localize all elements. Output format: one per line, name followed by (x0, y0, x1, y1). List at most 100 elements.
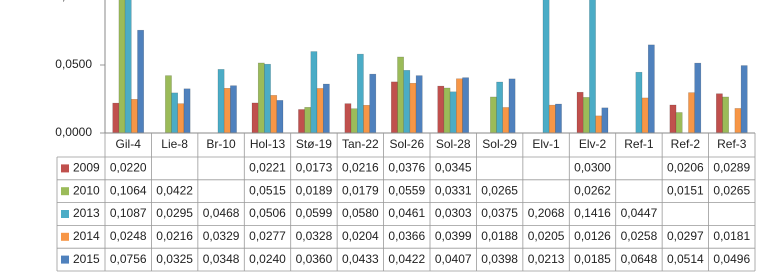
bar (298, 109, 305, 134)
table-cell: 0,0559 (388, 183, 425, 197)
x-tick-label: Tan-22 (342, 137, 379, 151)
table-cell: 0,0422 (156, 183, 193, 197)
bar (310, 51, 318, 134)
x-tick-label: Br-10 (206, 137, 236, 151)
table-cell: 0,2068 (528, 206, 565, 220)
bar (641, 97, 649, 134)
bar (316, 88, 324, 134)
bar (415, 75, 423, 134)
x-tick-label: Elv-2 (579, 137, 607, 151)
table-cell: 0,0376 (388, 161, 425, 175)
y-tick-label: 0,0000 (55, 125, 92, 139)
bar (437, 85, 445, 134)
table-cell: 0,0289 (713, 161, 750, 175)
bar (118, 0, 126, 134)
bar (675, 112, 683, 134)
table-cell: 0,0506 (249, 206, 286, 220)
bar (548, 104, 556, 134)
table-cell: 0,1087 (110, 206, 147, 220)
table-cell: 0,0179 (342, 183, 379, 197)
table-cell: 0,0262 (574, 183, 611, 197)
table-cell: 0,0297 (667, 229, 704, 243)
table-cell: 0,0348 (203, 252, 240, 266)
table-cell: 0,0265 (481, 183, 518, 197)
bar (601, 107, 609, 134)
bar (635, 71, 643, 134)
x-tick-label: Sol-28 (436, 137, 471, 151)
legend-label: 2013 (73, 206, 100, 220)
x-tick-label: Hol-13 (250, 137, 286, 151)
bar (257, 62, 265, 134)
legend-swatch (61, 164, 69, 173)
table-cell: 0,0248 (110, 229, 147, 243)
bar (490, 96, 497, 134)
bar (397, 56, 404, 134)
bar (363, 105, 370, 134)
table-cell: 0,0240 (249, 252, 286, 266)
bar (582, 97, 590, 134)
bar (716, 93, 723, 134)
table-cell: 0,0126 (574, 229, 611, 243)
bar (595, 115, 603, 134)
bar (357, 53, 364, 134)
legend-swatch (61, 210, 69, 218)
table-cell: 0,0331 (435, 183, 472, 197)
x-tick-label: Gil-4 (116, 137, 142, 151)
table-cell: 0,0303 (435, 206, 472, 220)
table-cell: 0,1064 (110, 183, 147, 197)
bar (740, 65, 748, 134)
bar (555, 103, 562, 134)
table-cell: 0,0204 (342, 229, 379, 243)
y-tick-label: 0,0500 (55, 57, 92, 71)
table-cell: 0,0329 (203, 229, 240, 243)
table-cell: 0,0399 (435, 229, 472, 243)
x-tick-label: Sol-29 (482, 137, 517, 151)
bar (304, 107, 312, 134)
table-cell: 0,0422 (388, 252, 425, 266)
bar (462, 77, 469, 134)
table-cell: 0,0206 (667, 161, 704, 175)
table-cell: 0,0580 (342, 206, 379, 220)
table-cell: 0,0220 (110, 161, 147, 175)
bar (369, 73, 377, 134)
table-cell: 0,0325 (156, 252, 193, 266)
legend-swatch (61, 232, 69, 241)
table-cell: 0,0151 (667, 183, 704, 197)
table-cell: 0,0188 (481, 229, 518, 243)
bar (270, 95, 278, 134)
bar (443, 87, 451, 134)
table-cell: 0,0185 (574, 252, 611, 266)
bar (217, 69, 225, 134)
bar (647, 44, 655, 134)
bar (456, 78, 463, 134)
bar (124, 0, 132, 134)
bar (223, 88, 231, 134)
table-cell: 0,0447 (621, 206, 658, 220)
table-cell: 0,0277 (249, 229, 286, 243)
table-cell: 0,0221 (249, 161, 286, 175)
table-cell: 0,0360 (296, 252, 333, 266)
table-cell: 0,0648 (621, 252, 658, 266)
bar (344, 103, 352, 134)
table-cell: 0,0461 (388, 206, 425, 220)
table-cell: 0,0300 (574, 161, 611, 175)
x-tick-label: Stø-19 (296, 137, 332, 151)
x-tick-label: Sol-26 (389, 137, 424, 151)
legend-swatch (61, 255, 69, 264)
table-cell: 0,0514 (667, 252, 704, 266)
bar (230, 85, 237, 134)
bar (542, 0, 550, 134)
x-tick-label: Lie-8 (161, 137, 188, 151)
bar (183, 88, 191, 134)
bar (131, 99, 138, 134)
table-cell: 0,0205 (528, 229, 565, 243)
legend-label: 2010 (73, 183, 100, 197)
bar (722, 96, 729, 134)
table-cell: 0,0599 (296, 206, 333, 220)
table-cell: 0,0216 (342, 161, 379, 175)
bar (251, 102, 259, 134)
legend-label: 2015 (73, 252, 100, 266)
table-cell: 0,0398 (481, 252, 518, 266)
bar (496, 81, 503, 134)
